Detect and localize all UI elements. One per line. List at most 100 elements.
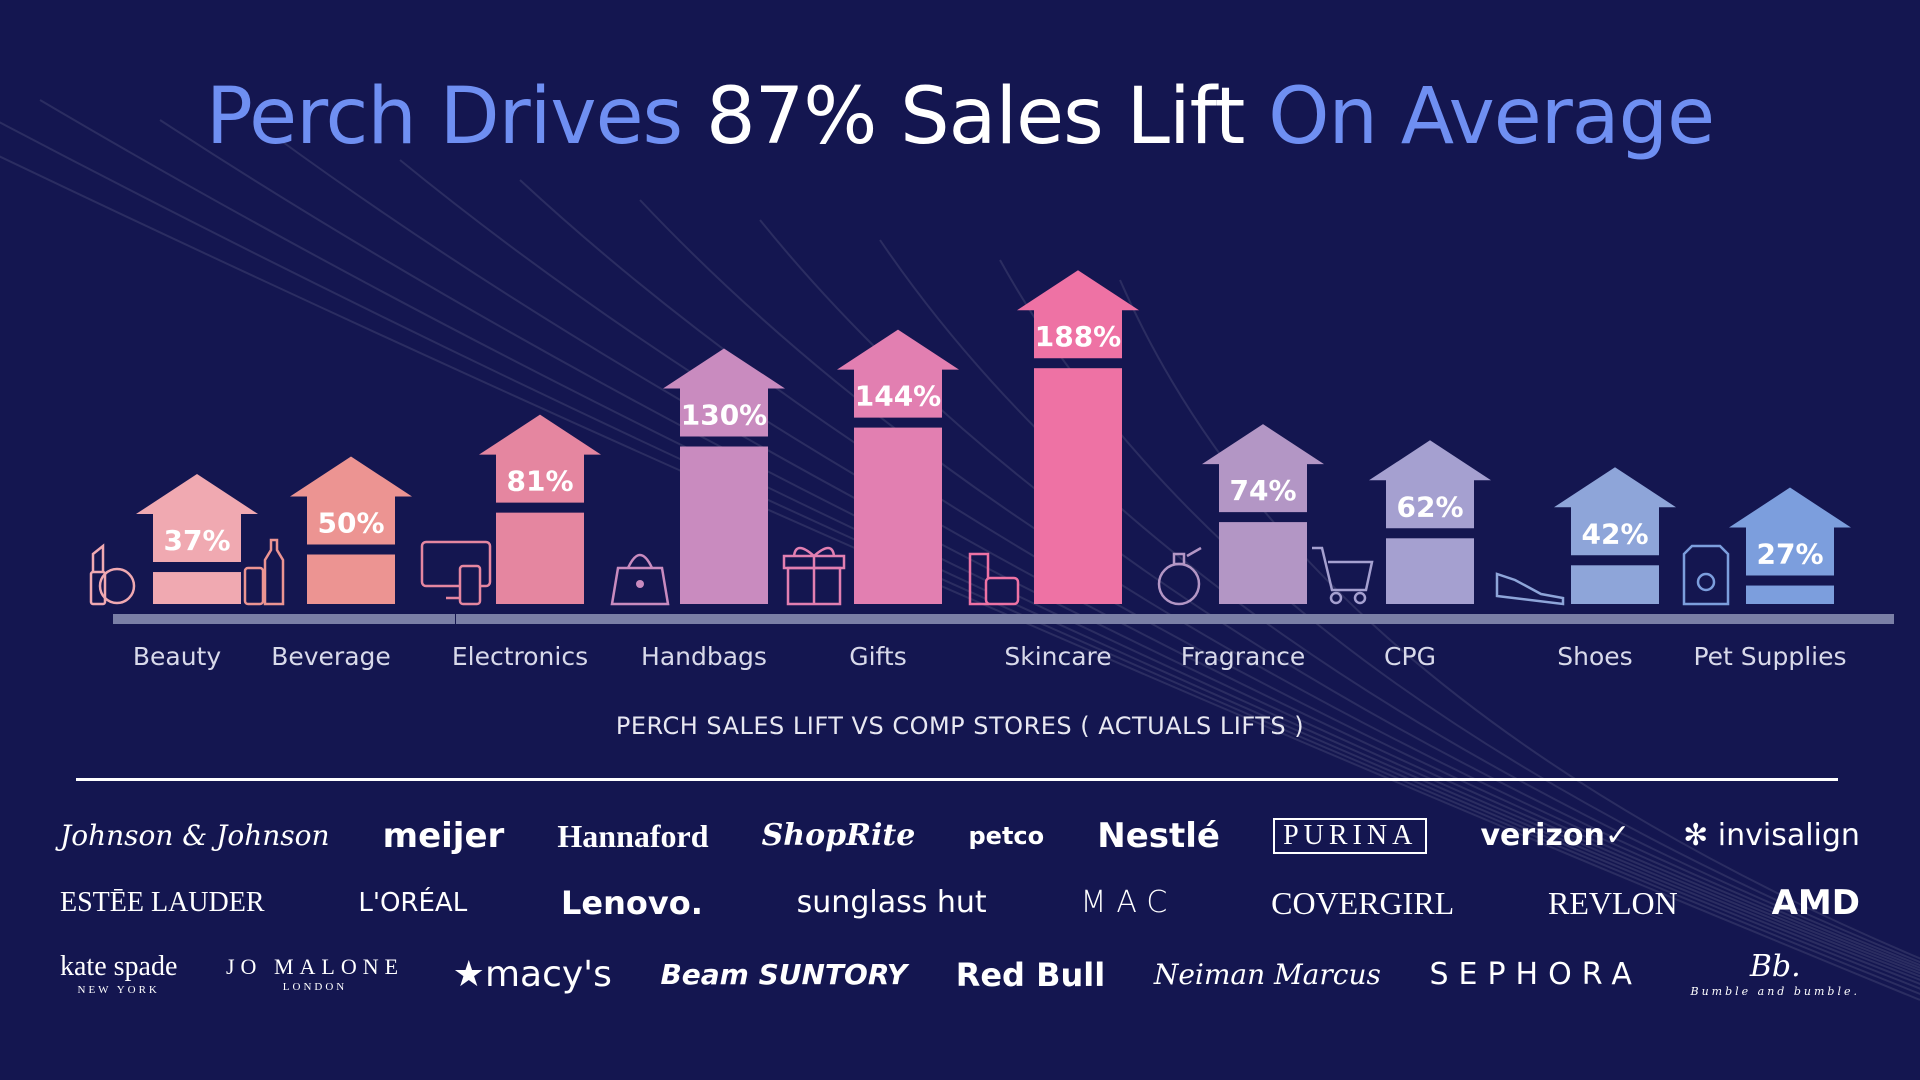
logo-subtext: Bumble and bumble. [1690,985,1860,998]
baseline-strip [1706,614,1894,624]
baseline-strip [1531,614,1719,624]
category-label: Shoes [1557,642,1632,671]
background-curve [879,239,1920,967]
bar [1034,368,1122,604]
title-highlight: 87% Sales Lift [705,72,1245,162]
arrow-head [136,474,258,563]
logo-row-1: Johnson & Johnson meijer Hannaford ShopRite… [60,818,1860,854]
logo-text: COVERGIRL [1271,885,1455,921]
chart-subtitle: PERCH SALES LIFT VS COMP STORES ( ACTUAL… [615,712,1305,740]
bar-group-shoes: 42% Shoes [1495,467,1719,671]
category-label: Electronics [452,642,588,671]
logo-text: sunglass hut [796,885,987,920]
baseline-strip [1346,614,1534,624]
logo-text: Hannaford [557,818,709,854]
logo-text: verizon✓ [1480,818,1630,853]
arrow-head [1017,270,1139,359]
brand-logo-jo-malone: JO MALONE LONDON [226,956,404,993]
logo-text: SEPHORA [1429,956,1642,992]
data-label: 81% [506,465,573,498]
shopping-cart-icon [1312,546,1374,605]
data-label: 188% [1035,320,1122,353]
baseline-strip [267,614,455,624]
data-label: 42% [1581,517,1648,550]
bar-group-skincare: 188% Skincare [968,270,1182,671]
brand-logo-red-bull: Red Bull [956,959,1106,991]
baseline-strip [1179,614,1367,624]
background-curve [519,179,1920,975]
logo-text: Nestlé [1097,816,1220,856]
bar [1746,585,1834,604]
gift-icon [782,546,846,606]
category-label: Skincare [1004,642,1111,671]
title-part-3: On Average [1244,72,1715,162]
logo-text: MAC [1080,885,1178,920]
brand-logo-hannaford: Hannaford [557,820,708,852]
bar [1571,565,1659,604]
brand-logo-nestl: Nestlé [1097,819,1220,853]
bar [1219,522,1307,604]
logo-text: REVLON [1548,885,1678,921]
logo-text: JO MALONE [226,954,405,979]
arrow-head [1554,467,1676,556]
brand-logo-neiman-marcus: Neiman Marcus [1154,960,1381,989]
brand-logo-verizon: verizon✓ [1480,821,1630,851]
background-curve [399,159,1920,978]
data-label: 50% [317,507,384,540]
baseline-strip [113,614,301,624]
brand-logo-amd: AMD [1772,886,1860,920]
lipstick-compact-icon [89,543,136,606]
bar [307,554,395,604]
data-label: 37% [163,524,230,557]
arrow-head [1729,487,1851,576]
logo-row-3: kate spade NEW YORK JO MALONE LONDON ★macy's… [60,951,1860,998]
page-title: Perch Drives 87% Sales Lift On Average [0,72,1920,162]
arrow-head [663,348,785,437]
background-curve [0,121,1920,996]
bar [854,427,942,604]
brand-logo-johnson-johnson: Johnson & Johnson [60,822,330,850]
category-label: Fragrance [1181,642,1306,671]
data-label: 62% [1396,490,1463,523]
logo-text: ✻ invisalign [1683,818,1860,853]
logo-text: kate spade [60,951,178,982]
sales-lift-chart: 37% Beauty 50% Beverage 81% Electronics 130% Ha… [89,270,1894,671]
brand-logo-l-or-al: L'ORÉAL [358,890,467,916]
baseline-strip [814,614,1002,624]
brand-logo-petco: petco [969,824,1045,848]
monitor-phone-icon [420,540,492,606]
logo-text: ESTĒE LAUDER [60,887,265,918]
logo-subtext: NEW YORK [77,984,160,996]
arrow-head [479,414,601,503]
category-label: CPG [1384,642,1436,671]
bar-group-gifts: 144% Gifts [782,329,1002,671]
category-label: Handbags [641,642,767,671]
data-label: 130% [681,399,768,432]
bar-group-beauty: 37% Beauty [89,474,301,671]
logo-text: L'ORÉAL [358,888,468,918]
category-label: Beauty [133,642,221,671]
sneaker-icon [1495,572,1565,606]
background-curve [279,139,1920,981]
brand-logo-shoprite: ShopRite [762,821,916,851]
bar-group-pet-supplies: 27% Pet Supplies [1682,487,1894,671]
arrow-head [1369,440,1491,529]
data-label: 144% [855,380,942,413]
bar-group-fragrance: 74% Fragrance [1157,424,1367,671]
logo-text: ★macy's [452,953,612,995]
bar-group-cpg: 62% CPG [1312,440,1534,671]
bar [680,446,768,604]
brand-logo-lenovo: Lenovo. [561,887,703,919]
bar-group-handbags: 130% Handbags [610,348,828,671]
category-label: Beverage [271,642,391,671]
handbag-icon [610,553,670,606]
logo-text: PURINA [1283,820,1418,851]
brand-logo-beam-suntory: Beam SUNTORY [660,960,907,989]
brand-logo-mac: MAC [1080,888,1177,918]
baseline-strip [456,614,644,624]
pet-food-bag-icon [1682,544,1730,606]
bar-group-beverage: 50% Beverage [243,456,455,671]
logo-text: Red Bull [955,955,1106,994]
logo-text: meijer [382,816,505,856]
